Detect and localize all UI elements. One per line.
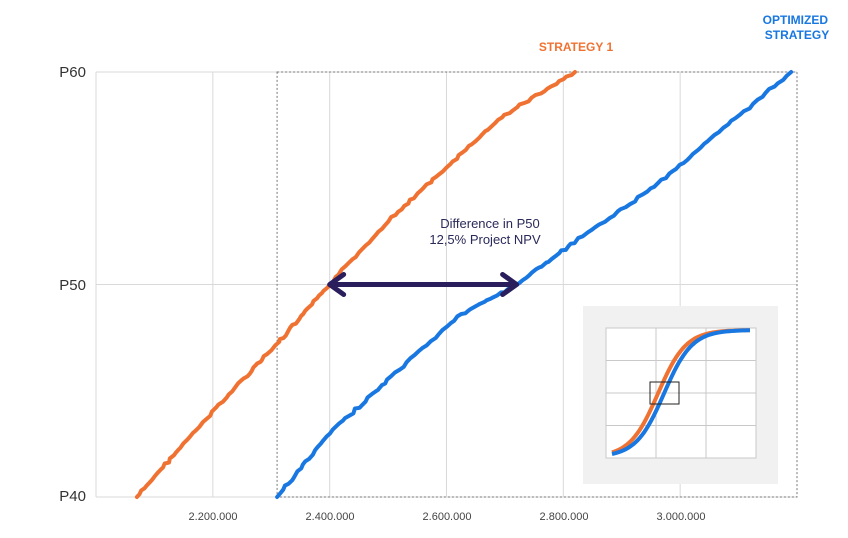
y-tick-label: P40 [59, 488, 86, 505]
inset-zoom-marker [649, 381, 680, 405]
zoom-region-box [276, 71, 798, 498]
x-tick-label: 2.800.000 [540, 511, 589, 523]
y-tick-label: P50 [59, 277, 86, 294]
arrow-head-left [327, 272, 347, 297]
arrow-head-right [500, 272, 520, 297]
difference-label: Difference in P50 [440, 216, 540, 231]
inset-overview-chart [583, 306, 778, 484]
x-tick-label: 2.600.000 [423, 511, 472, 523]
y-axis-ticks: P40 P50 P60 [59, 64, 86, 505]
p50-difference-arrow [327, 272, 520, 297]
x-axis-ticks: 2.200.000 2.400.000 2.600.000 2.800.000 … [189, 511, 706, 523]
x-tick-label: 3.000.000 [657, 511, 706, 523]
x-tick-label: 2.200.000 [189, 511, 238, 523]
strategy-1-label: STRATEGY 1 [539, 40, 614, 54]
inset-optimized-strategy-curve [611, 328, 750, 456]
optimized-strategy-label: OPTIMIZED STRATEGY [763, 13, 832, 42]
y-tick-label: P60 [59, 64, 86, 81]
difference-value: 12,5% Project NPV [429, 232, 541, 247]
x-tick-label: 2.400.000 [306, 511, 355, 523]
